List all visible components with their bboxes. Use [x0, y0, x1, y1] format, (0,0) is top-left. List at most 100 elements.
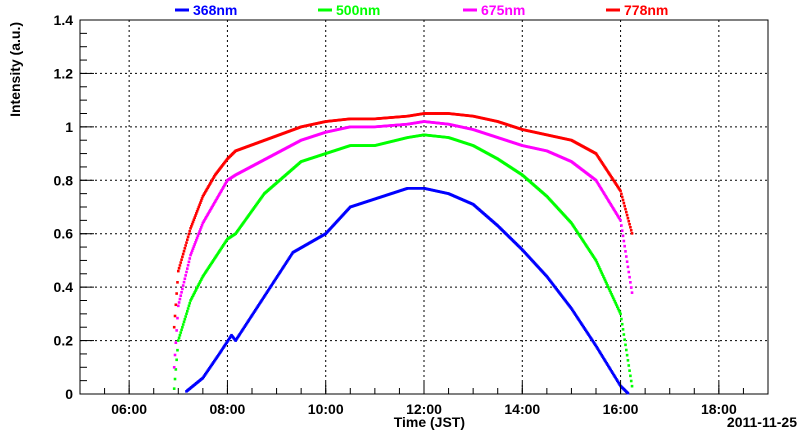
data-point [606, 284, 609, 287]
data-point [618, 383, 622, 386]
data-point [611, 371, 614, 374]
data-point [608, 201, 612, 205]
data-point [177, 266, 181, 270]
data-point [620, 317, 623, 321]
data-point [622, 239, 626, 243]
data-point [217, 194, 220, 198]
data-point [199, 278, 203, 281]
data-point [620, 195, 624, 199]
x-tick-label: 18:00 [701, 401, 737, 417]
data-point [187, 304, 191, 308]
data-point [197, 232, 201, 236]
data-point [620, 322, 624, 326]
data-point [173, 314, 177, 318]
data-point [601, 273, 604, 276]
data-point [186, 235, 190, 239]
data-point [181, 252, 185, 256]
y-tick-label: 1 [65, 119, 73, 135]
data-point [606, 363, 609, 366]
data-point [179, 294, 183, 297]
data-point [175, 329, 178, 332]
data-point [625, 348, 628, 352]
data-point [190, 222, 194, 226]
data-point [216, 196, 219, 199]
data-point [213, 200, 217, 203]
data-points [172, 112, 634, 395]
data-point [610, 369, 613, 373]
data-point [599, 352, 603, 356]
data-point [223, 183, 227, 186]
data-point [209, 207, 213, 211]
x-tick-label: 12:00 [406, 401, 442, 417]
data-point [626, 265, 630, 269]
y-tick-label: 1.4 [54, 12, 74, 28]
data-point [173, 353, 177, 357]
data-point [174, 341, 178, 345]
data-point [181, 255, 184, 259]
data-point [603, 278, 607, 282]
data-point [184, 274, 187, 277]
data-point [194, 214, 197, 217]
data-point [616, 380, 620, 384]
data-point [199, 201, 202, 205]
data-point [181, 325, 184, 329]
data-point [177, 336, 181, 340]
data-point [181, 284, 185, 287]
data-point [616, 379, 619, 382]
data-point [196, 234, 200, 238]
data-point [225, 180, 228, 184]
data-point [621, 234, 625, 238]
data-point [597, 266, 601, 269]
data-point [614, 211, 617, 214]
data-point [617, 382, 621, 385]
data-point [176, 316, 179, 320]
data-point [596, 262, 599, 266]
data-point [609, 368, 613, 372]
data-point [173, 377, 177, 381]
data-point [213, 175, 216, 178]
data-point [614, 301, 617, 305]
date-label: 2011-11-25 [727, 414, 797, 430]
data-point [184, 244, 187, 247]
x-tick-label: 16:00 [603, 401, 639, 417]
data-point [617, 216, 621, 219]
data-point [206, 186, 210, 190]
data-point [176, 348, 179, 352]
data-point [194, 289, 197, 293]
data-point [198, 203, 201, 207]
data-point [188, 229, 192, 233]
data-point [598, 351, 602, 354]
data-point [204, 216, 208, 219]
data-point [616, 307, 620, 310]
data-point [602, 192, 606, 195]
data-point [190, 295, 194, 299]
data-point [597, 349, 601, 353]
x-tick-label: 08:00 [210, 401, 246, 417]
data-point [197, 205, 201, 209]
data-point [189, 227, 192, 230]
data-point [620, 229, 624, 232]
data-point [195, 212, 198, 215]
data-point [605, 196, 608, 199]
data-point [606, 199, 610, 202]
data-point [597, 182, 600, 186]
data-point [202, 220, 205, 223]
data-point [195, 238, 198, 242]
data-point [625, 260, 629, 263]
data-point [181, 323, 185, 326]
data-point [195, 287, 198, 291]
data-point [192, 245, 196, 248]
data-point [209, 180, 213, 184]
data-point [199, 279, 202, 283]
data-point [186, 267, 189, 270]
data-point [605, 282, 608, 285]
data-point [602, 191, 605, 194]
data-point [214, 198, 218, 202]
data-point [180, 291, 183, 294]
data-point [618, 310, 622, 314]
data-point [602, 357, 606, 361]
data-point [210, 206, 214, 209]
data-point [224, 181, 228, 185]
data-point [604, 360, 608, 364]
data-point [190, 249, 194, 253]
